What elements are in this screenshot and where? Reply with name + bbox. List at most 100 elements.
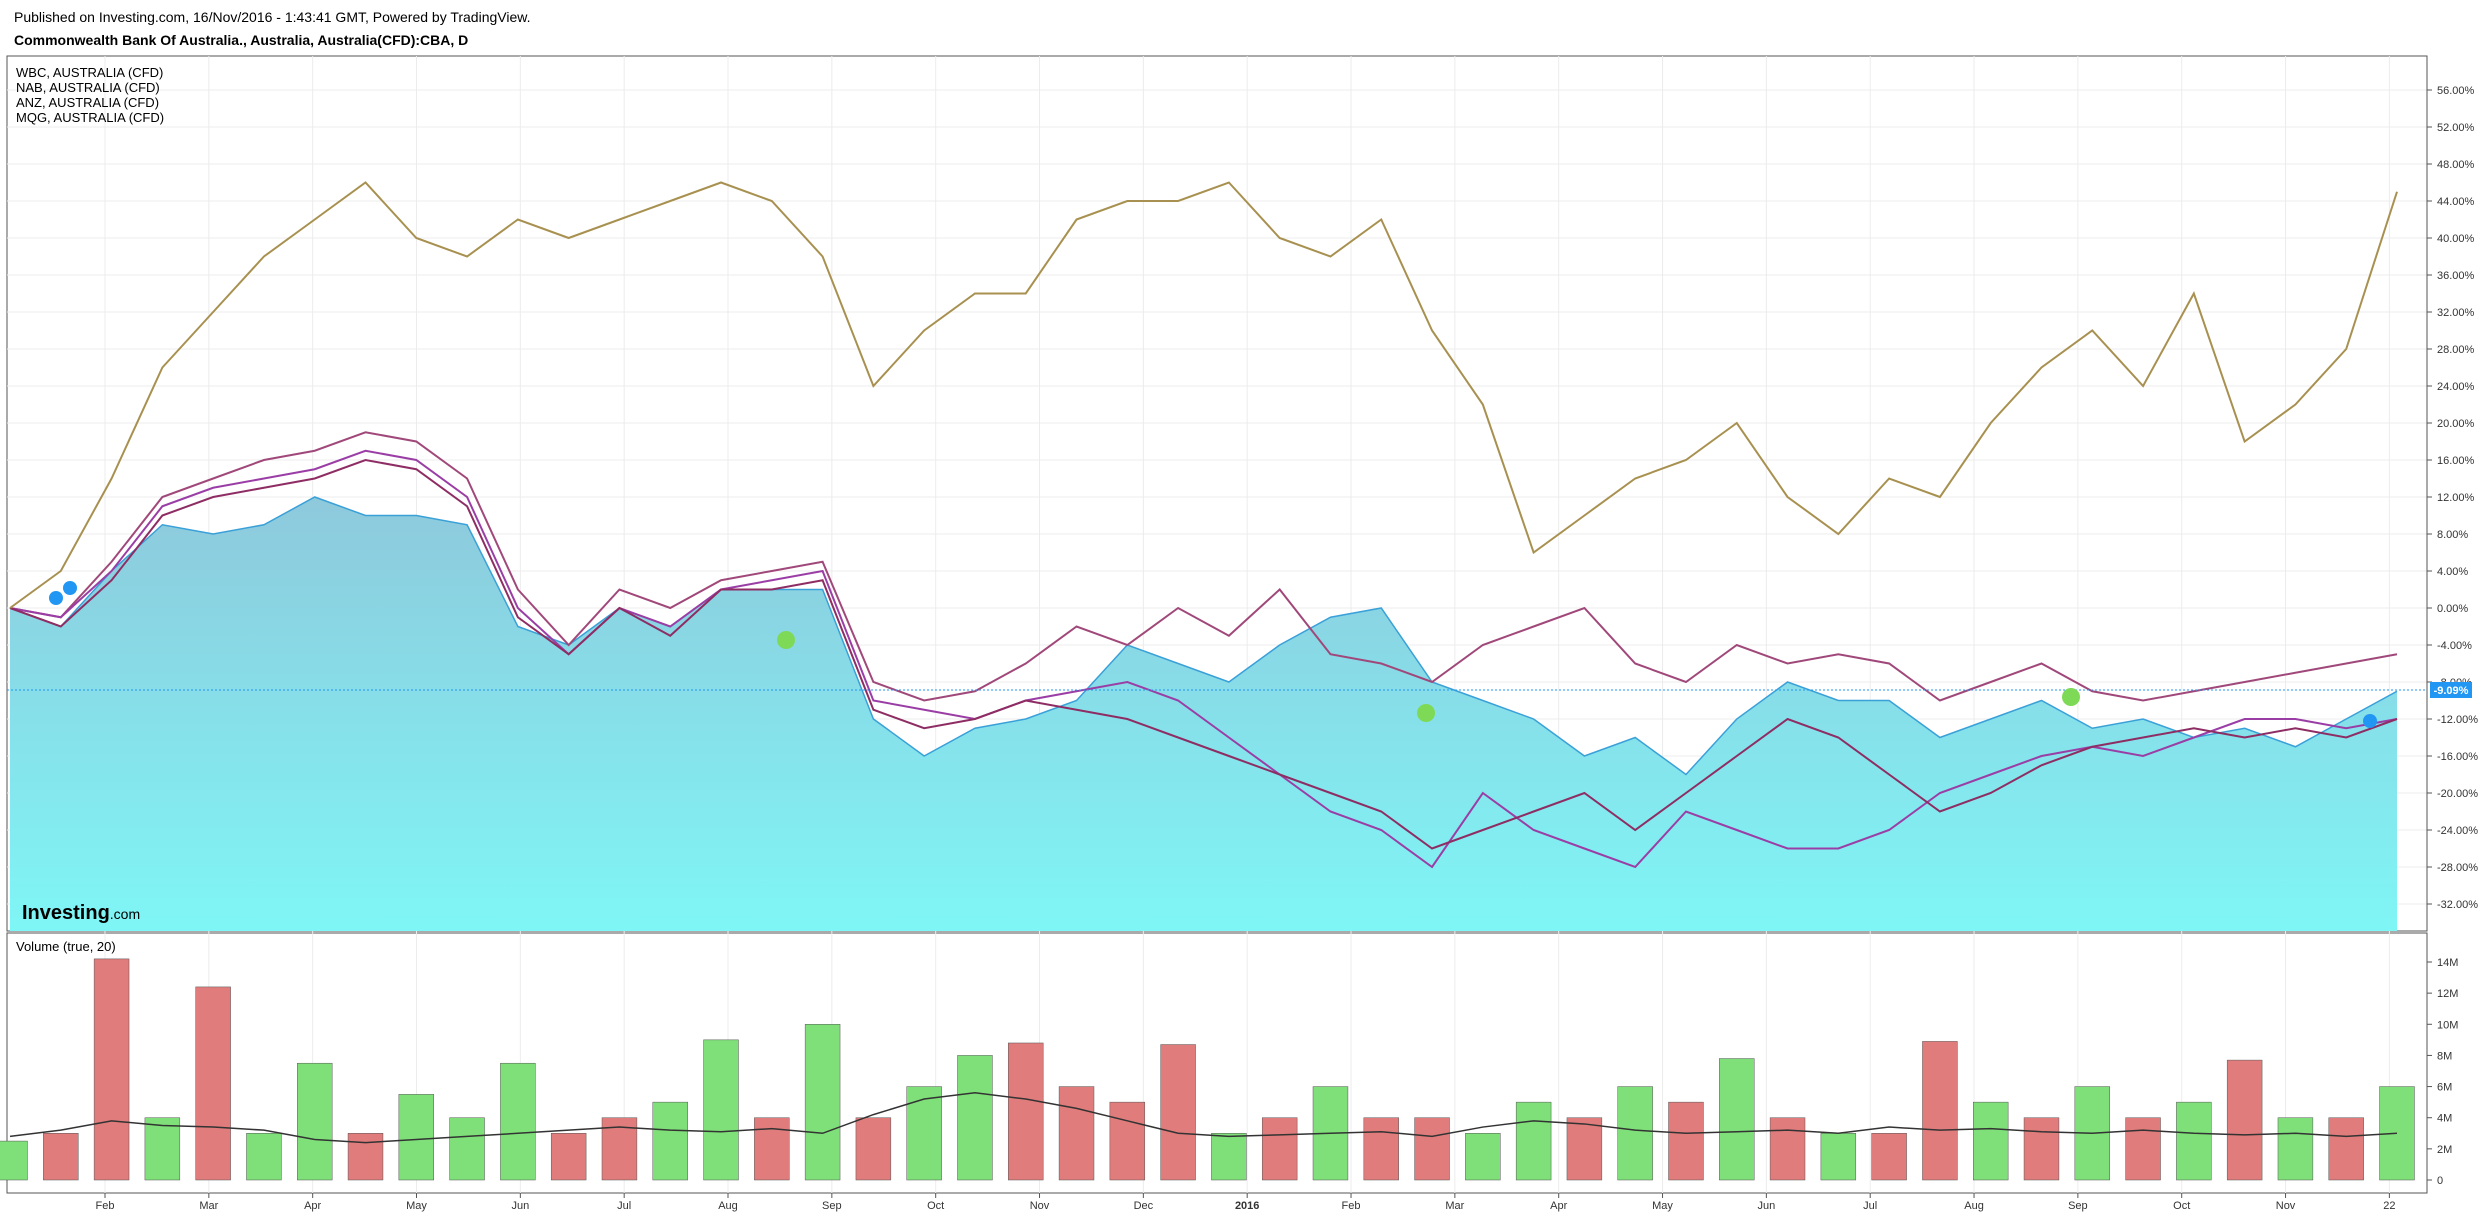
- axis-tick-label: Sep: [822, 1200, 842, 1212]
- axis-tick-label: 10M: [2437, 1019, 2458, 1031]
- axis-tick-label: 56.00%: [2437, 85, 2475, 97]
- time-axis: Feb Mar Apr May Jun Jul Aug Sep Oct Nov Dec 2016 Feb…: [96, 1193, 2396, 1212]
- axis-tick-label: 2M: [2437, 1144, 2452, 1156]
- axis-tick-label: Jun: [511, 1200, 529, 1212]
- wbc-line: [9, 431, 2398, 702]
- axis-tick-label: 52.00%: [2437, 122, 2475, 134]
- volume-moving-average: [9, 1092, 2398, 1144]
- comparison-lines: [9, 181, 2398, 869]
- axis-tick-label: -16.00%: [2437, 751, 2478, 763]
- volume-bar: [1769, 1117, 1806, 1181]
- volume-bar: [500, 1062, 536, 1181]
- axis-tick-label: Sep: [2068, 1200, 2088, 1212]
- volume-bar: [1668, 1101, 1704, 1181]
- volume-bar: [449, 1117, 485, 1181]
- dividend-marker[interactable]: [2062, 688, 2080, 706]
- mqg-line: [9, 181, 2398, 609]
- volume-bar: [1160, 1044, 1196, 1181]
- event-marker[interactable]: [49, 591, 63, 605]
- axis-tick-label: Nov: [1030, 1200, 1050, 1212]
- nab-line: [9, 449, 2398, 869]
- volume-bar: [1922, 1041, 1958, 1181]
- legend-item: NAB, AUSTRALIA (CFD): [16, 80, 160, 95]
- volume-bar: [144, 1117, 181, 1181]
- volume-bar: [1719, 1058, 1755, 1181]
- volume-bars: [0, 958, 2415, 1181]
- volume-bar: [1414, 1117, 1450, 1181]
- dividend-marker[interactable]: [777, 631, 795, 649]
- axis-tick-label: -12.00%: [2437, 714, 2478, 726]
- axis-tick-label: Mar: [1445, 1200, 1464, 1212]
- legend-item: WBC, AUSTRALIA (CFD): [16, 65, 164, 80]
- volume-axis: 14M 12M 10M 8M 6M 4M 2M 0: [2427, 957, 2458, 1187]
- axis-tick-label: 12M: [2437, 988, 2458, 1000]
- current-value-badge: [2430, 682, 2472, 698]
- axis-tick-label: Apr: [304, 1200, 321, 1212]
- volume-bar: [93, 958, 130, 1181]
- volume-bar: [2023, 1117, 2060, 1181]
- axis-tick-label: Feb: [1342, 1200, 1361, 1212]
- axis-tick-label: 20.00%: [2437, 418, 2475, 430]
- volume-bar: [652, 1101, 688, 1181]
- axis-tick-label: 40.00%: [2437, 233, 2475, 245]
- axis-tick-label: Feb: [96, 1200, 115, 1212]
- legend-item: ANZ, AUSTRALIA (CFD): [16, 95, 160, 110]
- axis-tick-label: Jul: [1863, 1200, 1877, 1212]
- axis-tick-label: 4.00%: [2437, 566, 2468, 578]
- event-marker[interactable]: [2363, 714, 2377, 728]
- axis-tick-label: Dec: [1134, 1200, 1154, 1212]
- published-caption: Published on Investing.com, 16/Nov/2016 …: [14, 9, 531, 25]
- axis-tick-label: 6M: [2437, 1082, 2452, 1094]
- axis-tick-label: May: [406, 1200, 427, 1212]
- dividend-marker[interactable]: [1417, 704, 1435, 722]
- axis-tick-label: Oct: [2173, 1200, 2190, 1212]
- cba-area-fill: [10, 497, 2397, 931]
- volume-bar: [1566, 1117, 1603, 1181]
- axis-tick-label: Nov: [2276, 1200, 2296, 1212]
- axis-tick-label: 24.00%: [2437, 381, 2475, 393]
- cba-line: [9, 496, 2398, 776]
- axis-tick-label: Oct: [927, 1200, 944, 1212]
- axis-tick-label: 4M: [2437, 1113, 2452, 1125]
- axis-tick-label: 22: [2383, 1200, 2395, 1212]
- axis-tick-label: Aug: [1964, 1200, 1984, 1212]
- axis-tick-label: Jul: [617, 1200, 631, 1212]
- volume-bar: [1617, 1086, 1653, 1181]
- volume-bar: [1261, 1117, 1298, 1181]
- axis-tick-label: Mar: [199, 1200, 218, 1212]
- axis-tick-label: 8.00%: [2437, 529, 2468, 541]
- volume-bar: [398, 1094, 434, 1181]
- volume-bar: [43, 1133, 79, 1181]
- volume-bar: [195, 986, 231, 1181]
- axis-tick-label: 12.00%: [2437, 492, 2475, 504]
- volume-bar: [1973, 1101, 2009, 1181]
- volume-bar: [855, 1117, 892, 1181]
- axis-tick-label: -4.00%: [2437, 640, 2472, 652]
- volume-bar: [2125, 1117, 2161, 1181]
- axis-tick-label: -20.00%: [2437, 788, 2478, 800]
- volume-bar: [1871, 1133, 1907, 1181]
- volume-bar: [297, 1062, 333, 1181]
- volume-bar: [2176, 1101, 2212, 1181]
- axis-tick-label: 0: [2437, 1175, 2443, 1187]
- axis-tick-label: May: [1652, 1200, 1673, 1212]
- axis-tick-label: 0.00%: [2437, 603, 2468, 615]
- volume-bar: [2226, 1059, 2263, 1181]
- legend-item: MQG, AUSTRALIA (CFD): [16, 110, 165, 125]
- event-marker[interactable]: [63, 581, 77, 595]
- volume-bar: [1109, 1101, 1146, 1181]
- volume-bar: [1211, 1133, 1247, 1181]
- price-axis: 56.00% 52.00% 48.00% 44.00% 40.00% 36.00% 32.0…: [2426, 56, 2478, 931]
- volume-bar: [1058, 1086, 1095, 1181]
- axis-tick-label: Apr: [1550, 1200, 1567, 1212]
- volume-panel-frame: [6, 932, 2428, 1194]
- axis-tick-label: 8M: [2437, 1050, 2452, 1062]
- volume-bar: [1465, 1133, 1501, 1181]
- symbol-title: Commonwealth Bank Of Australia., Austral…: [14, 32, 469, 48]
- volume-label: Volume (true, 20): [16, 939, 116, 954]
- axis-tick-label: 36.00%: [2437, 270, 2475, 282]
- axis-tick-label: Aug: [718, 1200, 738, 1212]
- volume-bar: [550, 1133, 587, 1181]
- axis-tick-label: 28.00%: [2437, 344, 2475, 356]
